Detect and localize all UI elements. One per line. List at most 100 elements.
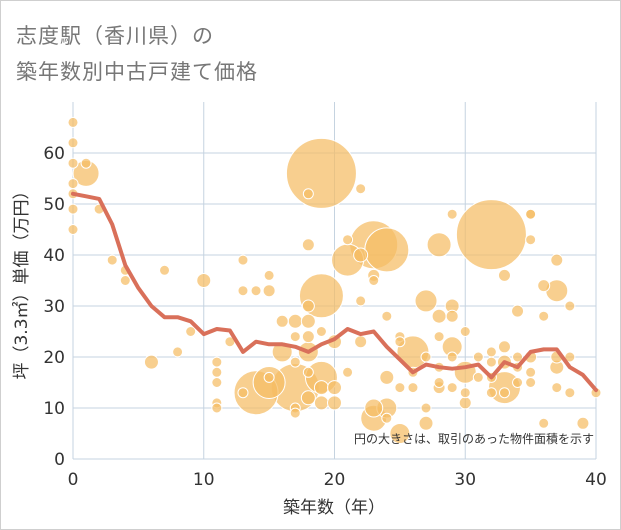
bubble-point: [237, 387, 249, 399]
bubble-point: [355, 295, 367, 307]
bubble-point: [211, 402, 223, 414]
x-tick-label: 0: [68, 470, 79, 490]
bubble-point: [472, 351, 484, 363]
bubble-point: [364, 227, 410, 273]
bubble-point: [394, 382, 406, 394]
bubble-point: [433, 331, 445, 343]
bubble-point: [446, 208, 458, 220]
bubble-point: [550, 253, 564, 267]
bubble-point: [459, 326, 471, 337]
bubble-point: [564, 300, 576, 312]
bubble-point: [431, 308, 447, 324]
bubble-point: [287, 313, 303, 329]
bubble-point: [301, 330, 315, 344]
bubble-point: [211, 356, 223, 368]
size-note: 円の大きさは、取引のあった物件面積を示す: [354, 431, 594, 446]
bubble-point: [302, 366, 314, 378]
bubble-point: [237, 285, 249, 297]
x-tick-label: 30: [454, 470, 476, 490]
bubble-point: [355, 183, 367, 195]
y-tick-label: 10: [43, 399, 65, 419]
y-tick-label: 20: [43, 348, 65, 368]
bubble-point: [80, 157, 92, 169]
y-tick-label: 0: [54, 450, 65, 470]
bubble-point: [262, 284, 276, 298]
bubble-point: [485, 387, 497, 399]
bubble-point: [159, 264, 171, 276]
bubble-point: [119, 275, 131, 286]
bubble-point: [564, 351, 576, 363]
bubble-point: [445, 309, 459, 323]
bubble-point: [433, 377, 445, 388]
bubble-point: [418, 415, 434, 431]
bubble-point: [426, 232, 452, 258]
bubble-point: [354, 335, 368, 349]
bubble-point: [525, 208, 537, 220]
bubble-point: [172, 346, 184, 358]
bubble-point: [381, 412, 393, 424]
bubble-point: [407, 382, 419, 394]
bubble-point: [353, 247, 369, 263]
bubble-point: [313, 380, 329, 396]
y-axis-label: 坪（3.3㎡）単価（万円）: [12, 182, 32, 379]
bubble-point: [289, 356, 301, 368]
bubble-point: [511, 304, 525, 318]
bubble-point: [300, 390, 316, 406]
bubble-point: [263, 269, 275, 281]
bubble-point: [564, 387, 576, 399]
bubble-point: [537, 279, 551, 293]
bubble-point: [263, 371, 275, 383]
bubble-point: [342, 366, 354, 378]
bubble-point: [327, 395, 342, 411]
bubble-point: [446, 382, 458, 394]
bubble-point: [525, 234, 537, 246]
bubble-point: [394, 336, 406, 348]
bubble-point: [472, 371, 484, 383]
bubble-point: [301, 299, 315, 313]
y-tick-label: 40: [43, 246, 65, 266]
bubble-point: [250, 285, 262, 297]
axis-ticks: 0 10 20 30 40 0 10 20 30 40 50 60: [43, 144, 606, 490]
bubble-point: [368, 275, 380, 286]
bubble-point: [67, 178, 79, 190]
bubble-point: [237, 254, 249, 266]
bubble-point: [300, 313, 316, 329]
bubble-point: [313, 395, 329, 411]
bubble-point: [185, 326, 197, 337]
chart-title-line1: 志度駅（香川県）の: [16, 24, 214, 48]
bubble-point: [143, 354, 159, 370]
bubble-point: [414, 289, 438, 313]
bubble-point: [289, 331, 301, 343]
bubble-point: [459, 387, 471, 399]
bubble-point: [67, 224, 79, 235]
bubble-point: [420, 351, 432, 363]
x-tick-label: 40: [585, 470, 607, 490]
bubble-point: [342, 234, 354, 246]
bubble-point: [512, 377, 524, 388]
bubble-point: [67, 203, 79, 215]
y-tick-label: 30: [43, 297, 65, 317]
bubble-point: [497, 268, 511, 282]
bubble-point: [327, 380, 342, 396]
bubble-point: [106, 254, 118, 266]
bubble-point: [551, 382, 563, 394]
bubble-point: [498, 387, 510, 399]
bubble-point: [538, 417, 550, 429]
bubble-point: [67, 157, 79, 169]
bubble-point: [379, 369, 395, 385]
bubble-point: [525, 377, 537, 388]
y-tick-label: 60: [43, 144, 65, 164]
bubble-point: [576, 416, 590, 430]
bubble-point: [538, 310, 550, 322]
bubble-point: [455, 199, 527, 271]
chart-title-line2: 築年数別中古戸建て価格: [16, 60, 258, 84]
bubble-point: [275, 314, 289, 328]
bubble-point: [285, 137, 357, 209]
average-price-line: [71, 191, 598, 393]
bubble-point: [364, 398, 384, 418]
bubble-point: [67, 137, 79, 149]
bubble-point: [211, 377, 223, 388]
bubble-point: [289, 407, 301, 419]
bubble-point: [525, 366, 537, 378]
